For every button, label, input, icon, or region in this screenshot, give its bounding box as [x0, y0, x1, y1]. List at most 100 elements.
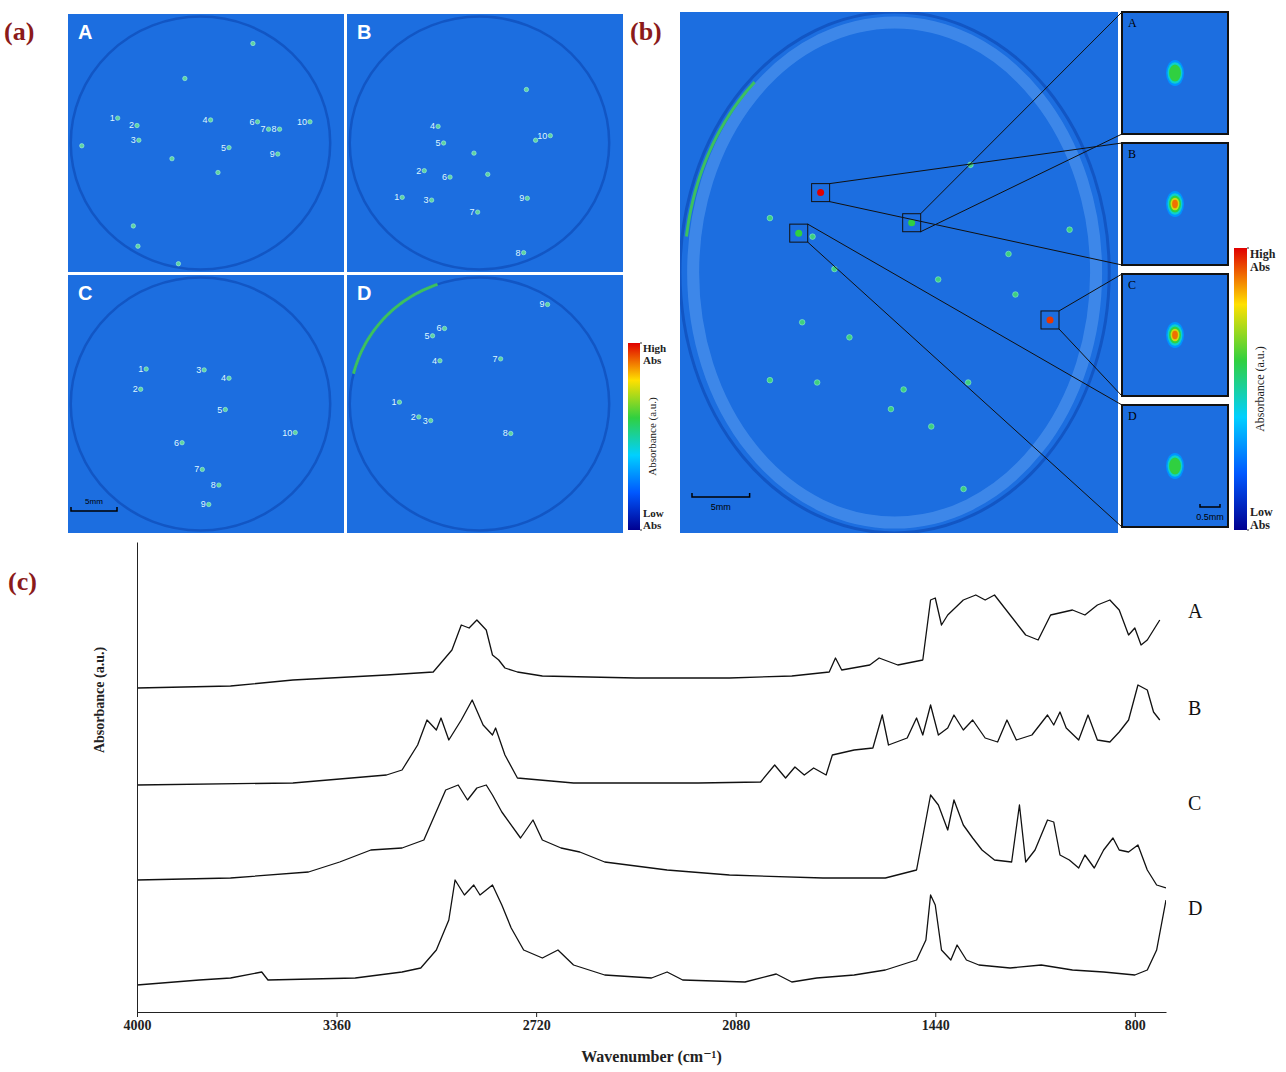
- dish-ring: [693, 22, 1096, 522]
- particle-label: 8: [272, 124, 277, 134]
- colorbar-strip: [628, 343, 640, 530]
- particle: [901, 387, 907, 393]
- x-tick-label: 4000: [124, 1018, 152, 1033]
- boxed-particle: [1046, 316, 1053, 323]
- x-tick: 2080: [722, 1012, 750, 1033]
- inset-blob: [1171, 329, 1180, 342]
- inset-label: A: [1128, 16, 1137, 30]
- map-background: [680, 12, 1118, 533]
- colorbar-tick: [1247, 530, 1249, 531]
- figure: (a)12345678910A12345678910B12345678910C5…: [0, 0, 1286, 1072]
- particle: [814, 380, 820, 386]
- particle-label: 4: [203, 115, 208, 125]
- inset-label: C: [1128, 278, 1136, 292]
- spectrum-line: [137, 595, 1160, 688]
- particle-label: 6: [174, 438, 179, 448]
- particle: [767, 377, 773, 383]
- particle: [417, 415, 421, 419]
- inset-blob: [1166, 453, 1184, 479]
- map-marks: [71, 17, 330, 270]
- scale-bar-label: 5mm: [85, 497, 103, 506]
- particle-label: 5: [217, 405, 222, 415]
- particle-label: 7: [261, 124, 266, 134]
- panel-label: (c): [8, 567, 37, 596]
- leader-line: [830, 202, 1122, 265]
- x-tick: 4000: [124, 1012, 152, 1033]
- particle: [430, 334, 434, 338]
- particle-label: 3: [424, 195, 429, 205]
- inset-frame: [1122, 405, 1228, 527]
- x-axis: 40003360272020801440800: [124, 1012, 1167, 1033]
- particle-label: 2: [411, 412, 416, 422]
- map-label: B: [357, 21, 371, 43]
- inset-label: B: [1128, 147, 1136, 161]
- particle: [136, 244, 140, 248]
- dish-edge: [350, 17, 609, 270]
- x-tick-mark: [1135, 1012, 1136, 1017]
- particle: [251, 41, 255, 45]
- particle: [207, 502, 211, 506]
- particle-label: 6: [437, 323, 442, 333]
- zoom-box: [1041, 311, 1059, 329]
- particle: [227, 145, 231, 149]
- inset-background: [1122, 143, 1228, 265]
- zoom-box: [903, 214, 921, 232]
- particle: [80, 144, 84, 148]
- particle-label: 1: [110, 113, 115, 123]
- map-label: A: [78, 21, 92, 43]
- x-tick-label: 1440: [922, 1018, 950, 1033]
- particle: [293, 430, 297, 434]
- colorbar-tick-line: Abs: [1250, 518, 1270, 532]
- map-marks: [350, 17, 609, 270]
- particle: [486, 172, 490, 176]
- inset-blob: [1166, 60, 1184, 86]
- map-background: [68, 14, 344, 272]
- inset-blob: [1168, 324, 1183, 346]
- particle-label: 7: [194, 464, 199, 474]
- particle-label: 8: [503, 428, 508, 438]
- series-label: A: [1188, 600, 1203, 622]
- particle-label: 5: [425, 331, 430, 341]
- x-axis-title: Wavenumber (cm⁻¹): [581, 1048, 721, 1066]
- zoom-box: [790, 224, 808, 242]
- inset-blob: [1169, 326, 1181, 343]
- particle: [202, 368, 206, 372]
- particle-label: 3: [131, 135, 136, 145]
- particle-label: 4: [430, 121, 435, 131]
- particle-label: 8: [211, 480, 216, 490]
- map: 5mm: [680, 12, 1122, 533]
- particle: [438, 358, 442, 362]
- inset-blob: [1172, 331, 1178, 339]
- particle: [217, 483, 221, 487]
- particle: [400, 195, 404, 199]
- x-tick-label: 2720: [523, 1018, 551, 1033]
- dish-edge: [71, 17, 330, 270]
- series-label: B: [1188, 697, 1201, 719]
- particle: [832, 266, 838, 272]
- spectrum-line: [137, 785, 1166, 888]
- particle-label: 5: [221, 143, 226, 153]
- particle: [935, 277, 941, 283]
- particle: [767, 215, 773, 221]
- inset-background: [1122, 405, 1228, 527]
- spectrum-line: [137, 880, 1166, 985]
- map-label: D: [357, 282, 371, 304]
- particle: [137, 138, 141, 142]
- inset-blob: [1171, 198, 1180, 211]
- series-label: D: [1188, 897, 1202, 919]
- boxed-particle: [817, 189, 824, 196]
- particle: [422, 168, 426, 172]
- panel-label: (b): [630, 17, 662, 46]
- map-background: [68, 275, 344, 533]
- leader-line: [830, 143, 1122, 184]
- particle-label: 9: [201, 499, 206, 509]
- particle-label: 9: [519, 193, 524, 203]
- particle: [115, 116, 119, 120]
- colorbar-tick-label: LowAbs: [643, 507, 664, 531]
- particle: [183, 76, 187, 80]
- inset-marks: [1166, 191, 1184, 217]
- particle: [545, 302, 549, 306]
- particle-label: 2: [129, 120, 134, 130]
- inset-blob: [1168, 193, 1183, 215]
- particle: [397, 400, 401, 404]
